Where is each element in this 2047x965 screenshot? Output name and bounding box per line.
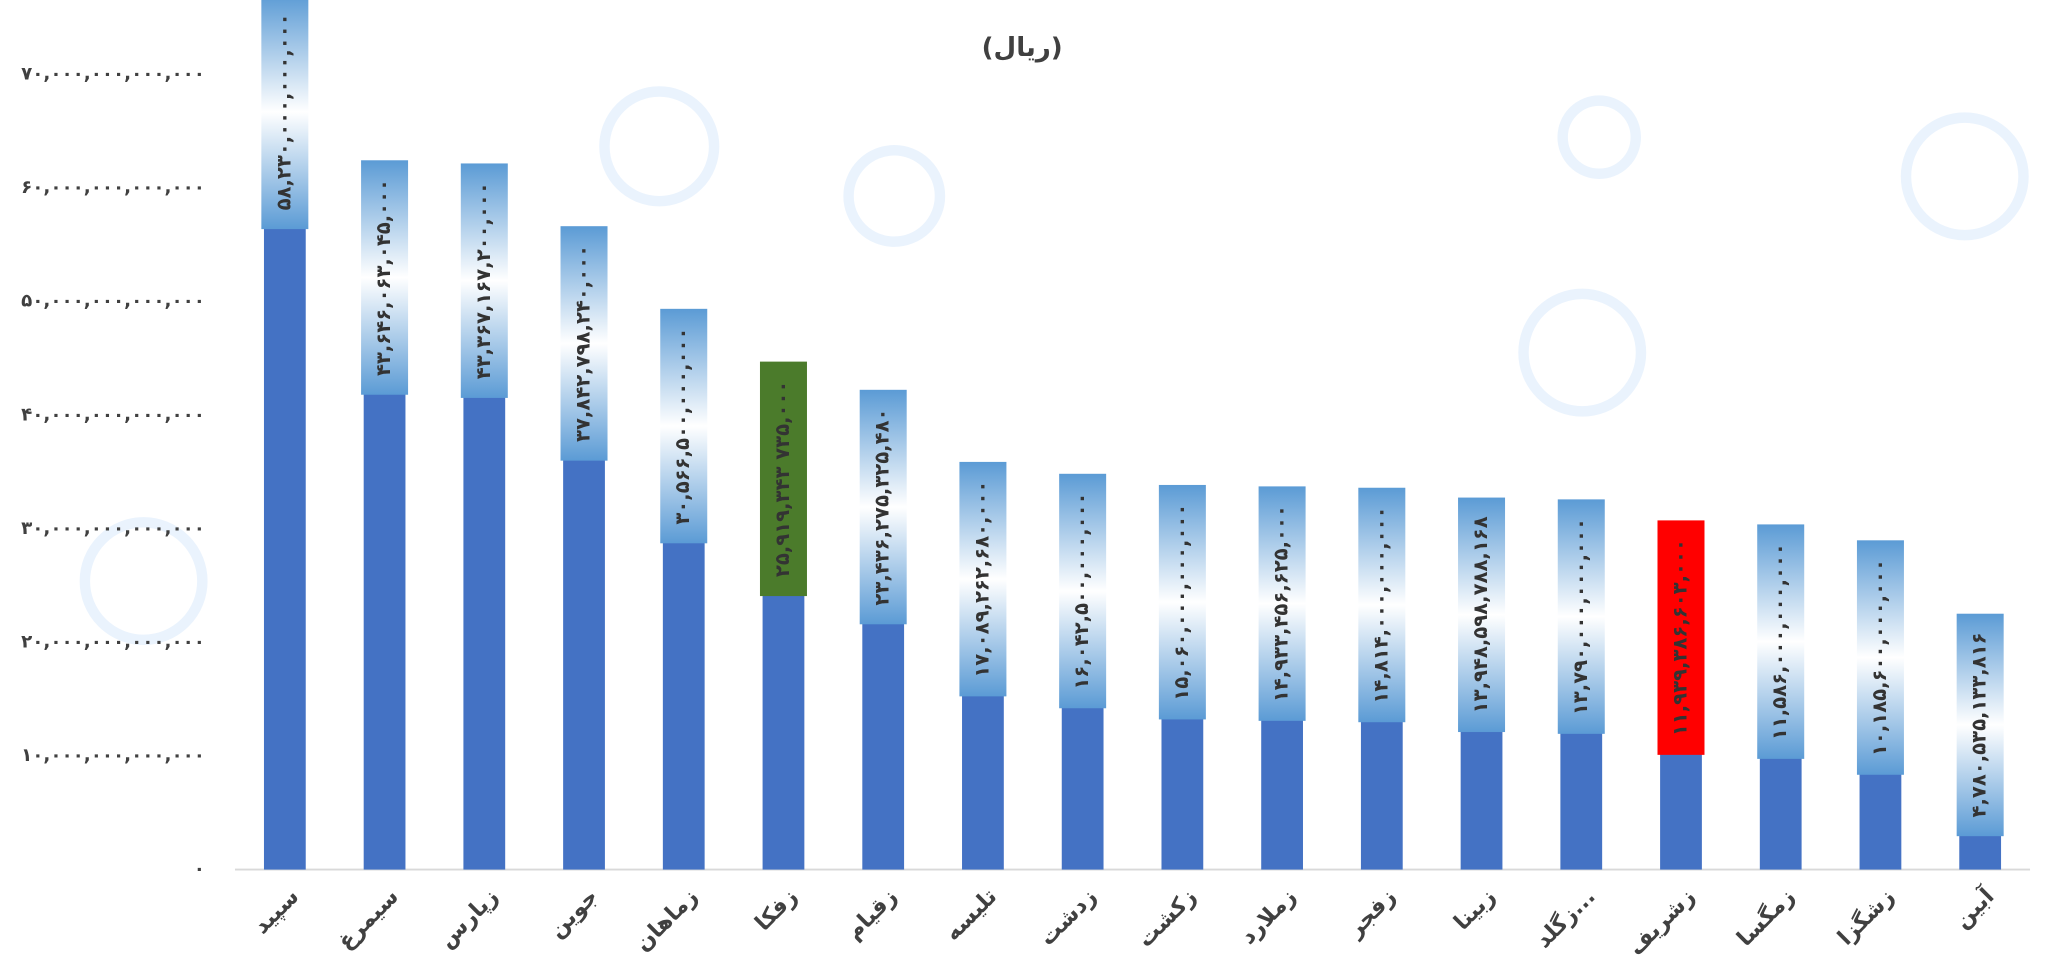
x-tick-label: زپارس [434, 884, 504, 954]
bar [263, 208, 306, 870]
data-label-box [959, 461, 1007, 697]
y-tick-label: ۳۰,۰۰۰,۰۰۰,۰۰۰,۰۰۰ [21, 518, 205, 539]
data-label-box [1059, 473, 1107, 709]
x-tick-label: زمگسا [1731, 883, 1800, 952]
x-tick-label: زکشت [1133, 884, 1202, 953]
x-tick-label: زقیام [841, 884, 902, 945]
data-label: ۱۷,۰۸۹,۲۶۲,۶۸۰,۰۰۰ [970, 481, 993, 678]
data-label: ۳۰,۵۶۶,۵۰۰,۰۰۰,۰۰۰ [671, 328, 694, 525]
data-label-box [1258, 486, 1306, 721]
data-label-box [361, 160, 409, 395]
data-label: ۵۸,۲۳۰,۰۰۰,۰۰۰,۰۰۰ [272, 13, 295, 210]
bar [662, 522, 705, 870]
data-label: ۱۳,۹۴۸,۵۹۸,۷۸۸,۱۶۸ [1469, 516, 1492, 713]
data-label: ۴۳,۶۴۶,۰۶۳,۰۴۵,۰۰۰ [372, 179, 395, 376]
data-label: ۱۱,۵۸۶,۰۰۰,۰۰۰,۰۰۰ [1768, 543, 1791, 740]
data-label-box [759, 361, 807, 597]
x-tick-label: سپید [248, 884, 304, 940]
data-label: ۱۶,۰۴۲,۵۰۰,۰۰۰,۰۰۰ [1070, 493, 1093, 690]
data-label-box [261, 0, 309, 230]
data-label-box [660, 308, 708, 544]
bar [1560, 712, 1603, 870]
data-label: ۱۳,۷۹۰,۰۰۰,۰۰۰,۰۰۰ [1569, 518, 1592, 715]
bar [762, 575, 805, 870]
background-decor [79, 86, 2029, 646]
x-tick-label: زشگزا [1832, 883, 1900, 951]
bar [1261, 699, 1303, 870]
data-label: ۱۱,۹۳۹,۳۸۶,۶۰۳,۰۰۰ [1668, 539, 1691, 736]
bar [1759, 737, 1802, 870]
data-label: ۲۵,۹۱۹,۳۴۳ ۷۳۵,۰۰۰ [771, 381, 794, 577]
data-label-box [1158, 484, 1206, 720]
bar [962, 675, 1004, 870]
y-tick-label: ۰ [194, 859, 205, 880]
data-label: ۱۴,۸۱۴,۰۰۰,۰۰۰,۰۰۰ [1369, 506, 1392, 703]
x-tick-label: تلیسه [940, 884, 1003, 947]
x-tick-label: زدشت [1034, 884, 1102, 952]
y-tick-label: ۵۰,۰۰۰,۰۰۰,۰۰۰,۰۰۰ [21, 291, 205, 312]
x-tick-label: زگلد... [1530, 883, 1601, 954]
data-label-box [560, 226, 608, 461]
bar [1660, 733, 1702, 870]
x-tick-label: جوین [544, 884, 604, 944]
data-label-box [1757, 524, 1805, 759]
y-tick-label: ۷۰,۰۰۰,۰۰۰,۰۰۰,۰۰۰ [21, 64, 205, 85]
data-label: ۱۴,۹۳۳,۴۵۶,۶۲۵,۰۰۰ [1270, 505, 1293, 702]
bar [1460, 711, 1503, 870]
x-tick-label: زبینا [1449, 884, 1501, 936]
x-tick-label: زشریف [1623, 884, 1700, 961]
data-label-box [859, 389, 907, 625]
x-tick-label: آبین [1948, 881, 2001, 934]
data-label-box [1657, 520, 1705, 755]
data-label-box [460, 163, 508, 398]
x-tick-label: زملارد [1235, 884, 1301, 950]
chart-title: (ریال) [982, 33, 1063, 63]
bar [862, 603, 905, 870]
data-label: ۲۳,۴۳۶,۲۷۵,۳۲۵,۴۸۰ [871, 409, 894, 606]
bar [363, 373, 406, 870]
data-label-box [1358, 487, 1406, 723]
bar [463, 377, 506, 870]
data-label: ۱۵,۰۶۰,۰۰۰,۰۰۰,۰۰۰ [1170, 504, 1193, 701]
bar [1161, 698, 1204, 870]
data-label-box [1956, 613, 2004, 837]
x-tick-label: زفکا [750, 884, 803, 937]
x-tick-label: زفجر [1342, 884, 1401, 943]
data-label: ۴۳,۳۶۷,۱۶۷,۲۰۰,۰۰۰ [472, 182, 495, 379]
data-label-box [1458, 497, 1506, 733]
data-label-box [1557, 499, 1605, 734]
y-tick-label: ۱۰,۰۰۰,۰۰۰,۰۰۰,۰۰۰ [21, 745, 205, 766]
data-label: ۱۰,۱۸۵,۶۰۰,۰۰۰,۰۰۰ [1868, 559, 1891, 756]
bar [1061, 687, 1104, 870]
y-tick-label: ۲۰,۰۰۰,۰۰۰,۰۰۰,۰۰۰ [21, 631, 205, 652]
x-tick-label: زماهان [630, 884, 703, 957]
bar [563, 439, 605, 870]
data-label: ۴,۷۸۰,۵۳۵,۱۳۳,۸۱۶ [1968, 632, 1991, 817]
data-label-box [1856, 540, 1904, 775]
data-label: ۳۷,۸۴۲,۷۹۸,۲۴۰,۰۰۰ [572, 245, 595, 442]
y-tick-label: ۴۰,۰۰۰,۰۰۰,۰۰۰,۰۰۰ [21, 404, 205, 425]
x-tick-label: سیمرغ [333, 884, 404, 955]
bar [1360, 701, 1403, 870]
y-tick-label: ۶۰,۰۰۰,۰۰۰,۰۰۰,۰۰۰ [21, 177, 205, 198]
